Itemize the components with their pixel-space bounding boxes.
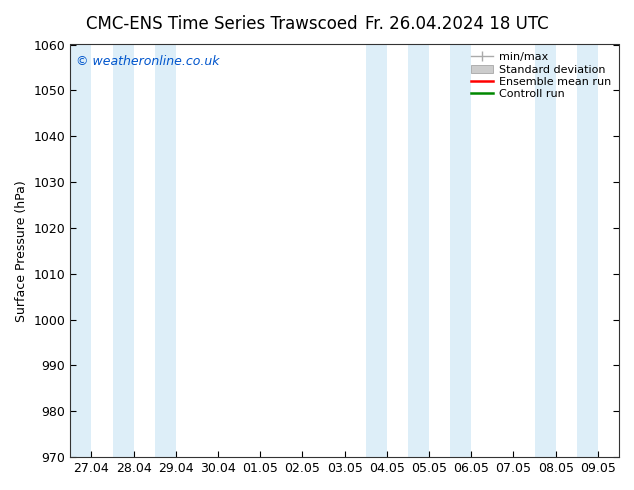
Bar — [70, 45, 91, 457]
Text: CMC-ENS Time Series Trawscoed: CMC-ENS Time Series Trawscoed — [86, 15, 358, 33]
Bar — [577, 45, 598, 457]
Text: Fr. 26.04.2024 18 UTC: Fr. 26.04.2024 18 UTC — [365, 15, 548, 33]
Bar — [366, 45, 387, 457]
Bar — [408, 45, 429, 457]
Bar — [155, 45, 176, 457]
Bar — [450, 45, 471, 457]
Y-axis label: Surface Pressure (hPa): Surface Pressure (hPa) — [15, 180, 28, 322]
Bar — [112, 45, 134, 457]
Legend: min/max, Standard deviation, Ensemble mean run, Controll run: min/max, Standard deviation, Ensemble me… — [469, 50, 614, 101]
Bar — [534, 45, 555, 457]
Text: © weatheronline.co.uk: © weatheronline.co.uk — [76, 55, 219, 68]
